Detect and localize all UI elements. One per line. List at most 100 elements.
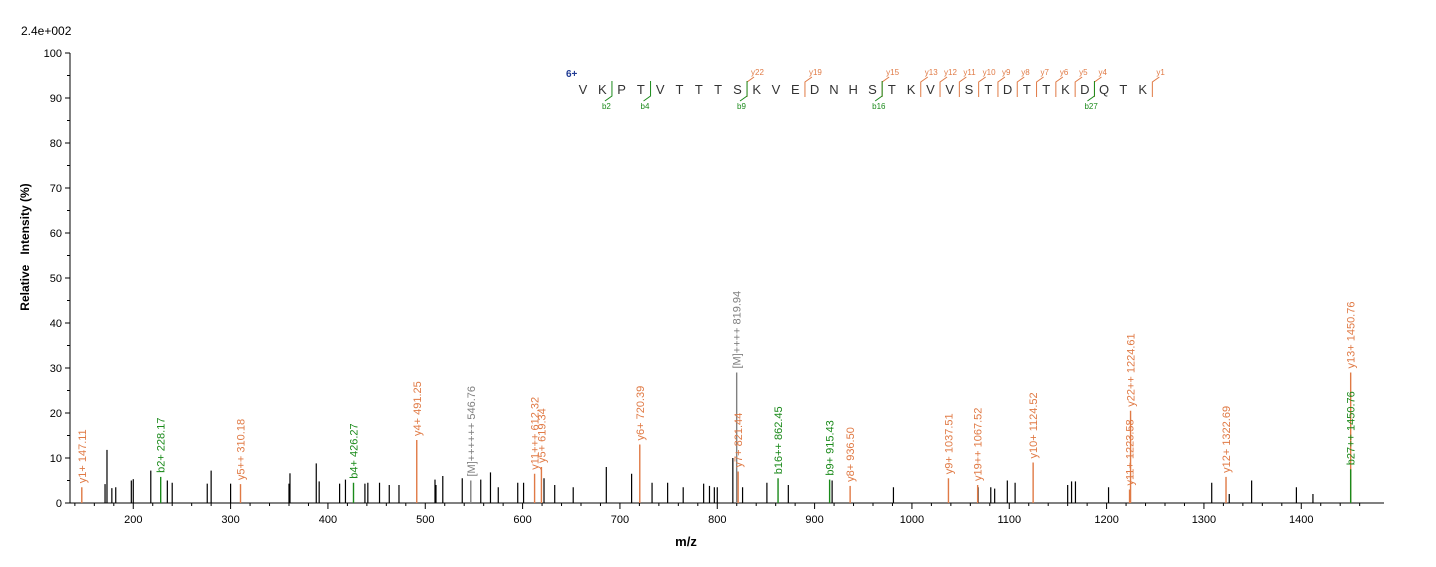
x-tick-label: 1200 [1094,514,1118,526]
residue: V [926,82,935,97]
y-fragment-mark [1055,76,1064,97]
x-tick-label: 1300 [1192,514,1216,526]
residue: T [888,82,896,97]
y-fragment-label: y4 [1098,68,1107,77]
y-fragment-label: y9 [1002,68,1011,77]
residue: S [965,82,974,97]
peak-label: y6+ 720.39 [635,386,647,441]
residue: T [1023,82,1031,97]
y-fragment-label: y6 [1060,68,1069,77]
b-fragment-mark [604,81,613,102]
peak-label: y10+ 1124.52 [1028,392,1040,458]
y-fragment-label: y12 [944,68,957,77]
y-tick-label: 30 [50,363,62,375]
x-tick-label: 1100 [997,514,1021,526]
x-tick-label: 600 [513,514,531,526]
peak-label: y22++ 1224.61 [1126,333,1138,406]
residue: T [637,82,645,97]
residue: V [945,82,954,97]
y-tick-label: 40 [50,318,62,330]
residue: T [1119,82,1127,97]
peak-label: y5++ 310.18 [236,419,248,480]
peak-label: y19++ 1067.52 [973,408,985,481]
y-fragment-label: y5 [1079,68,1088,77]
residue: E [791,82,800,97]
peak-label: y5+ 619.34 [536,408,548,463]
y-fragment-label: y8 [1021,68,1030,77]
x-tick-label: 500 [416,514,434,526]
peak-label: y8+ 936.50 [845,427,857,482]
y-fragment-mark [804,76,813,97]
residue: T [1042,82,1050,97]
y-fragment-mark [1036,76,1044,97]
x-axis-label: m/z [675,534,697,549]
residue: D [810,82,819,97]
x-tick-label: 800 [708,514,726,526]
b-fragment-label: b27 [1084,102,1098,111]
y-tick-label: 20 [50,408,62,420]
y-fragment-label: y11 [963,68,976,77]
y-fragment-label: y10 [983,68,996,77]
y-tick-label: 90 [50,93,62,105]
residue: K [1061,82,1070,97]
y-tick-label: 60 [50,228,62,240]
y-tick-label: 100 [44,48,62,60]
b-fragment-mark [643,81,652,102]
residue: T [676,82,684,97]
x-tick-label: 900 [805,514,823,526]
peaks [81,372,1352,503]
b-fragment-mark [739,81,748,102]
y-fragment-label: y1 [1156,68,1165,77]
peak-label: y7+ 821.44 [733,413,745,468]
y-tick-label: 80 [50,138,62,150]
residue: S [868,82,877,97]
residue: V [579,82,588,97]
y-axis-label: Relative Intensity (%) [18,183,32,310]
x-tick-label: 300 [221,514,239,526]
residue: K [752,82,761,97]
residue: K [907,82,916,97]
b-fragment-label: b4 [641,102,650,111]
residue: Q [1099,82,1109,97]
charge-state: 6+ [566,69,578,80]
b-fragment-label: b2 [602,102,611,111]
residue: V [656,82,665,97]
y-fragment-mark [1074,76,1083,97]
y-tick-label: 0 [56,498,62,510]
x-tick-label: 1400 [1289,514,1313,526]
y-tick-label: 70 [50,183,62,195]
x-tick-label: 1000 [900,514,924,526]
b-fragment-label: b16 [872,102,886,111]
residue: D [1080,82,1089,97]
y-fragment-mark [978,76,986,97]
peak-label: b4+ 426.27 [349,423,361,478]
peak-label: b2+ 228.17 [156,418,168,473]
peak-label: y4+ 491.25 [412,381,424,436]
y-fragment-mark [1151,76,1160,97]
peak-label: y13+ 1450.76 [1346,302,1358,369]
residue: T [714,82,722,97]
y-fragment-label: y15 [886,68,899,77]
y-fragment-mark [939,76,948,97]
residue: T [984,82,992,97]
peak-label: [M]++++ 819.94 [732,291,744,369]
b-fragment-label: b9 [737,102,746,111]
y-fragment-label: y22 [751,68,764,77]
y-tick-label: 50 [50,273,62,285]
residue: H [849,82,858,97]
x-tick-label: 700 [611,514,629,526]
residue: P [617,82,626,97]
residue: V [772,82,781,97]
residue: D [1003,82,1012,97]
y-fragment-mark [958,76,967,97]
y-fragment-label: y19 [809,68,822,77]
peak-label: y11+++ 612.32 [530,397,542,470]
peak-label: y9+ 1037.51 [943,413,955,474]
y-tick-label: 10 [50,453,62,465]
peak-label: [M]++++++ 546.76 [466,386,478,477]
residue: T [695,82,703,97]
x-tick-label: 200 [124,514,142,526]
